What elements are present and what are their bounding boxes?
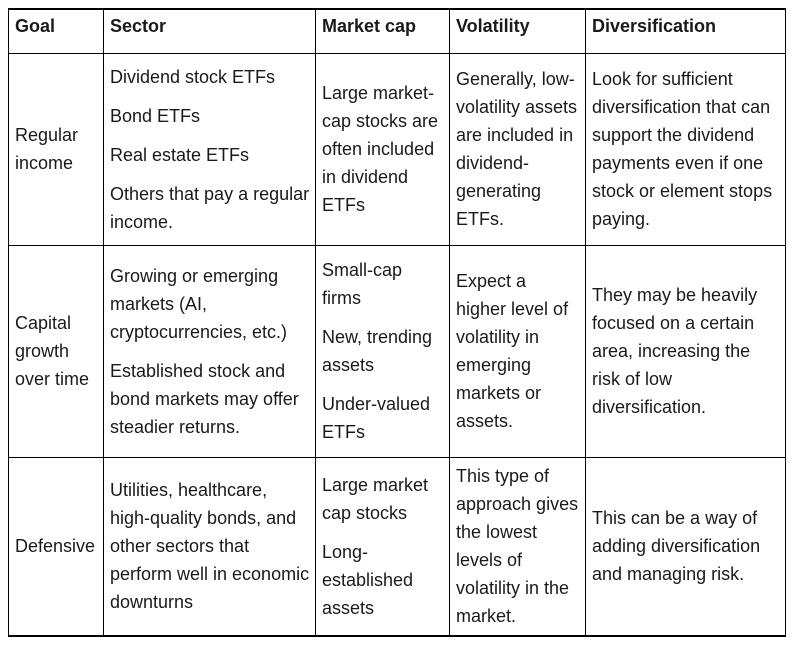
cell-paragraph: Established stock and bond markets may o…	[110, 360, 299, 437]
column-header-goal: Goal	[8, 8, 104, 54]
cell-paragraph: Expect a higher level of volatility in e…	[456, 271, 569, 431]
table-row-regular-income: Regular income Dividend stock ETFs Bond …	[8, 52, 786, 246]
cell-sector: Growing or emerging markets (AI, cryptoc…	[103, 244, 316, 458]
table-row-defensive: Defensive Utilities, healthcare, high-qu…	[8, 456, 786, 637]
cell-paragraph: Capital growth over time	[15, 313, 90, 389]
etf-investment-goals-table: Goal Sector Market cap Volatility Divers…	[8, 8, 786, 637]
column-header-diversification: Diversification	[585, 8, 786, 54]
cell-volatility: This type of approach gives the lowest l…	[449, 456, 586, 637]
cell-paragraph: Under-valued ETFs	[322, 394, 431, 442]
cell-paragraph: Growing or emerging markets (AI, cryptoc…	[110, 265, 288, 342]
cell-paragraph: They may be heavily focused on a certain…	[592, 285, 758, 417]
column-header-volatility: Volatility	[449, 8, 586, 54]
cell-paragraph: Long-established assets	[322, 541, 414, 618]
cell-diversification: Look for sufficient diversification that…	[585, 52, 786, 246]
cell-volatility: Expect a higher level of volatility in e…	[449, 244, 586, 458]
cell-volatility: Generally, low-volatility assets are inc…	[449, 52, 586, 246]
cell-diversification: This can be a way of adding diversificat…	[585, 456, 786, 637]
column-header-sector: Sector	[103, 8, 316, 54]
table-header-row: Goal Sector Market cap Volatility Divers…	[8, 8, 786, 54]
cell-paragraph: Generally, low-volatility assets are inc…	[456, 69, 578, 229]
cell-market-cap: Small-cap firms New, trending assets Und…	[315, 244, 450, 458]
cell-paragraph: Regular income	[15, 125, 79, 173]
cell-goal: Defensive	[8, 456, 104, 637]
table-row-capital-growth: Capital growth over time Growing or emer…	[8, 244, 786, 458]
cell-sector: Utilities, healthcare, high-quality bond…	[103, 456, 316, 637]
cell-diversification: They may be heavily focused on a certain…	[585, 244, 786, 458]
cell-paragraph: Others that pay a regular income.	[110, 183, 310, 232]
column-header-market-cap: Market cap	[315, 8, 450, 54]
cell-paragraph: Large market cap stocks	[322, 474, 429, 523]
cell-paragraph: This can be a way of adding diversificat…	[592, 508, 761, 585]
cell-market-cap: Large market-cap stocks are often includ…	[315, 52, 450, 246]
cell-paragraph: This type of approach gives the lowest l…	[456, 466, 579, 627]
cell-market-cap: Large market cap stocks Long-established…	[315, 456, 450, 637]
cell-paragraph: Real estate ETFs	[110, 144, 250, 165]
cell-paragraph: Bond ETFs	[110, 105, 201, 126]
cell-paragraph: Look for sufficient diversification that…	[592, 69, 773, 229]
cell-paragraph: Dividend stock ETFs	[110, 66, 276, 87]
cell-paragraph: Small-cap firms	[322, 260, 403, 308]
cell-paragraph: Large market-cap stocks are often includ…	[322, 83, 439, 215]
cell-paragraph: New, trending assets	[322, 327, 433, 375]
cell-goal: Capital growth over time	[8, 244, 104, 458]
cell-goal: Regular income	[8, 52, 104, 246]
cell-sector: Dividend stock ETFs Bond ETFs Real estat…	[103, 52, 316, 246]
cell-paragraph: Defensive	[15, 536, 96, 557]
cell-paragraph: Utilities, healthcare, high-quality bond…	[110, 480, 310, 613]
